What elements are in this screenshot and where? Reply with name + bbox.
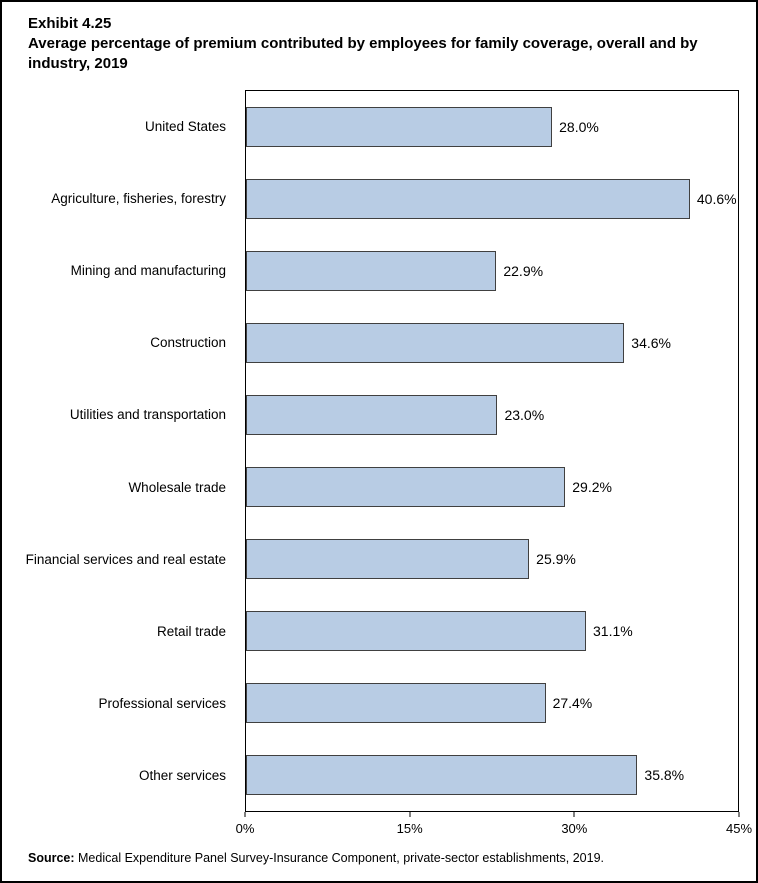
title-block: Exhibit 4.25 Average percentage of premi… (28, 14, 734, 73)
value-label: 28.0% (559, 119, 599, 135)
bar (246, 467, 566, 507)
category-label: Mining and manufacturing (70, 262, 226, 278)
x-tick-mark (573, 812, 575, 817)
value-label: 29.2% (572, 479, 612, 495)
x-tick-mark (409, 812, 411, 817)
source-text: Medical Expenditure Panel Survey-Insuran… (74, 851, 604, 865)
category-label: Agriculture, fisheries, forestry (51, 190, 226, 206)
x-tick-mark (244, 812, 246, 817)
bar (246, 755, 638, 795)
chart-row: 27.4% (246, 667, 738, 739)
source-prefix: Source: (28, 851, 75, 865)
bar (246, 107, 553, 147)
chart-row: 35.8% (246, 739, 738, 811)
chart-row: 31.1% (246, 595, 738, 667)
x-tick-label: 0% (235, 821, 255, 836)
source-line: Source: Medical Expenditure Panel Survey… (28, 851, 738, 865)
value-label: 35.8% (644, 767, 685, 783)
chart-row: 29.2% (246, 451, 738, 523)
category-label: Utilities and transportation (69, 407, 226, 423)
value-label: 40.6% (696, 191, 737, 207)
bar (246, 539, 530, 579)
category-label: Construction (150, 335, 226, 351)
x-axis: 0% 15% 30% 45% (236, 812, 752, 846)
chart-row: 25.9% (246, 523, 738, 595)
chart-title: Average percentage of premium contribute… (28, 34, 698, 72)
x-tick-label: 30% (561, 821, 588, 836)
bar (246, 179, 690, 219)
exhibit-number: Exhibit 4.25 (28, 15, 112, 32)
x-tick-label: 45% (725, 821, 753, 836)
plot-rows: 28.0% 40.6% 22.9% 34.6% 23.0% 29.2% 25.9% 31.1%… (246, 91, 738, 811)
category-label: Wholesale trade (128, 479, 226, 495)
value-label: 25.9% (536, 551, 576, 567)
value-label: 23.0% (504, 407, 545, 423)
bar (246, 611, 587, 651)
category-labels: United States Agriculture, fisheries, for… (2, 90, 235, 812)
bar (246, 323, 625, 363)
value-label: 34.6% (631, 335, 671, 351)
category-label: Other services (138, 768, 226, 784)
chart-row: 22.9% (246, 235, 738, 307)
bar (246, 251, 497, 291)
chart-row: 40.6% (246, 163, 738, 235)
x-tick-label: 15% (396, 821, 423, 836)
value-label: 27.4% (552, 695, 593, 711)
plot-area: 28.0% 40.6% 22.9% 34.6% 23.0% 29.2% 25.9% 31.1%… (245, 90, 739, 812)
category-label: Financial services and real estate (25, 551, 226, 567)
value-label: 31.1% (593, 623, 633, 639)
x-tick-mark (738, 812, 740, 817)
chart-row: 34.6% (246, 307, 738, 379)
category-label: United States (144, 118, 226, 134)
chart-row: 28.0% (246, 91, 738, 163)
chart-row: 23.0% (246, 379, 738, 451)
bar (246, 395, 498, 435)
category-label: Retail trade (156, 623, 226, 639)
bar (246, 683, 546, 723)
category-label: Professional services (98, 696, 226, 712)
value-label: 22.9% (503, 263, 544, 279)
